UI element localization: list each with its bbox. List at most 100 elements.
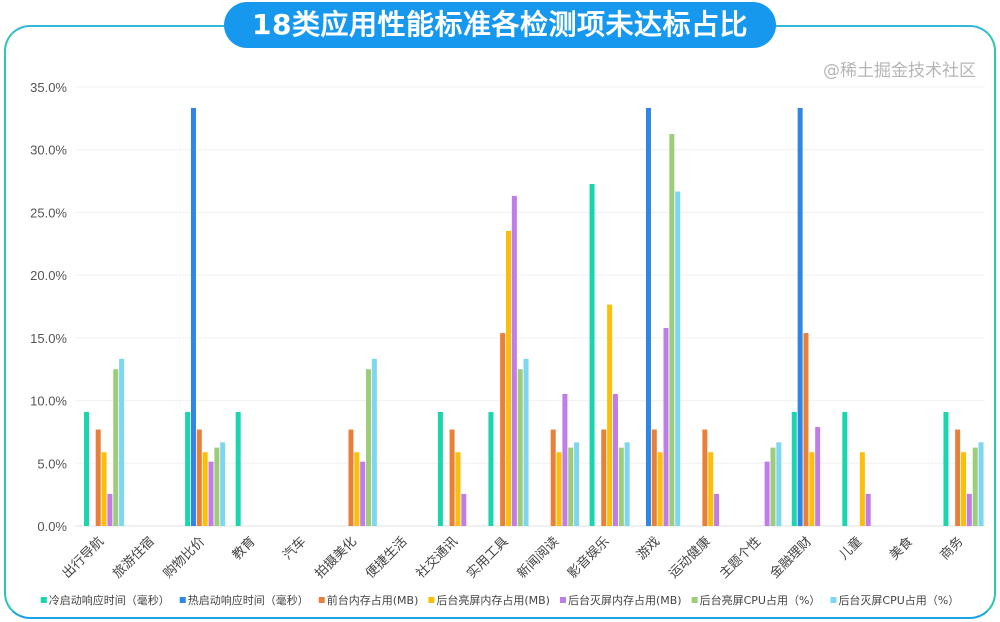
bar [657, 452, 663, 526]
bar [562, 393, 568, 526]
bar [556, 452, 562, 526]
bar [618, 447, 624, 526]
x-tick-label: 旅游住宿 [110, 534, 158, 582]
bar [113, 369, 119, 526]
bar [972, 447, 978, 526]
bar [797, 107, 803, 527]
bar [95, 429, 101, 526]
bar [612, 393, 618, 526]
legend-swatch [318, 597, 325, 603]
bar [500, 333, 506, 526]
y-tick-label: 20.0% [30, 268, 67, 283]
bar [764, 461, 770, 526]
bar [791, 411, 797, 526]
bar [589, 183, 595, 526]
legend-label: 后台亮屏内存占用(MB) [436, 593, 550, 607]
bar [978, 442, 984, 526]
bar [859, 452, 865, 526]
bar [651, 429, 657, 526]
x-tick-label: 游戏 [634, 534, 663, 563]
bar [550, 429, 556, 526]
bar [815, 427, 821, 526]
x-tick-label: 主题个性 [717, 534, 764, 581]
y-tick-label: 30.0% [30, 143, 67, 158]
x-tick-label: 购物比价 [160, 534, 208, 582]
bar [348, 429, 354, 526]
bar [437, 411, 443, 526]
bar [190, 107, 196, 527]
bar [865, 493, 871, 526]
bar [702, 429, 708, 526]
bar [803, 333, 809, 526]
bar [663, 327, 669, 526]
y-tick-label: 35.0% [30, 80, 67, 95]
x-tick-label: 实用工具 [464, 534, 511, 581]
bar [455, 452, 461, 526]
bar [955, 429, 961, 526]
bar [214, 447, 220, 526]
bar [354, 452, 360, 526]
y-tick-label: 15.0% [30, 331, 67, 346]
bar [202, 452, 208, 526]
bar [235, 411, 241, 526]
bar [776, 442, 782, 526]
y-tick-label: 0.0% [37, 519, 67, 534]
legend-label: 后台亮屏CPU占用（%） [700, 593, 821, 607]
legend-swatch [40, 597, 47, 603]
bar [196, 429, 202, 526]
legend-swatch [691, 597, 698, 603]
bar [669, 134, 675, 527]
bar [624, 442, 630, 526]
bar [966, 493, 972, 526]
bar [488, 411, 494, 526]
bar [220, 442, 226, 526]
bar [84, 411, 89, 526]
bar [107, 493, 113, 526]
bar [371, 358, 377, 526]
bar [607, 304, 613, 526]
chart-title: 18类应用性能标准各检测项未达标占比 [224, 2, 776, 48]
bar [517, 369, 523, 526]
bar [449, 429, 455, 526]
legend-swatch [830, 597, 837, 603]
watermark: @稀土掘金技术社区 [823, 61, 976, 81]
x-tick-label: 新闻阅读 [514, 534, 562, 582]
x-tick-label: 社交通讯 [413, 534, 461, 582]
bar [645, 107, 651, 527]
bar [708, 452, 714, 526]
bar [511, 195, 517, 526]
x-tick-label: 儿童 [836, 534, 866, 564]
legend-label: 冷启动响应时间（毫秒） [49, 593, 170, 607]
bar [842, 411, 848, 526]
legend-label: 后台灭屏CPU占用（%） [838, 593, 959, 607]
bar [675, 191, 681, 526]
x-tick-label: 商务 [937, 534, 967, 564]
y-tick-label: 5.0% [37, 456, 67, 471]
bar [714, 493, 720, 526]
legend-label: 前台内存占用(MB) [327, 593, 419, 607]
legend-label: 后台灭屏内存占用(MB) [568, 593, 682, 607]
x-tick-label: 出行导航 [59, 534, 107, 582]
bar [505, 230, 511, 526]
bar [568, 447, 574, 526]
x-tick-label: 美食 [886, 534, 916, 564]
x-tick-label: 影音娱乐 [565, 534, 613, 582]
x-tick-label: 金融理财 [767, 534, 815, 582]
bar [943, 411, 949, 526]
bar [601, 429, 607, 526]
legend-swatch [179, 597, 186, 603]
x-tick-label: 运动健康 [666, 534, 714, 582]
bar [461, 493, 467, 526]
bar [770, 447, 776, 526]
bar [101, 452, 107, 526]
bar [809, 452, 815, 526]
bar [960, 452, 966, 526]
y-tick-label: 10.0% [30, 394, 67, 409]
bar [360, 461, 366, 526]
legend-label: 热启动响应时间（毫秒） [188, 593, 309, 607]
bar [366, 369, 372, 526]
legend-swatch [559, 597, 566, 603]
x-tick-label: 便捷生活 [363, 534, 410, 581]
bar [185, 411, 191, 526]
